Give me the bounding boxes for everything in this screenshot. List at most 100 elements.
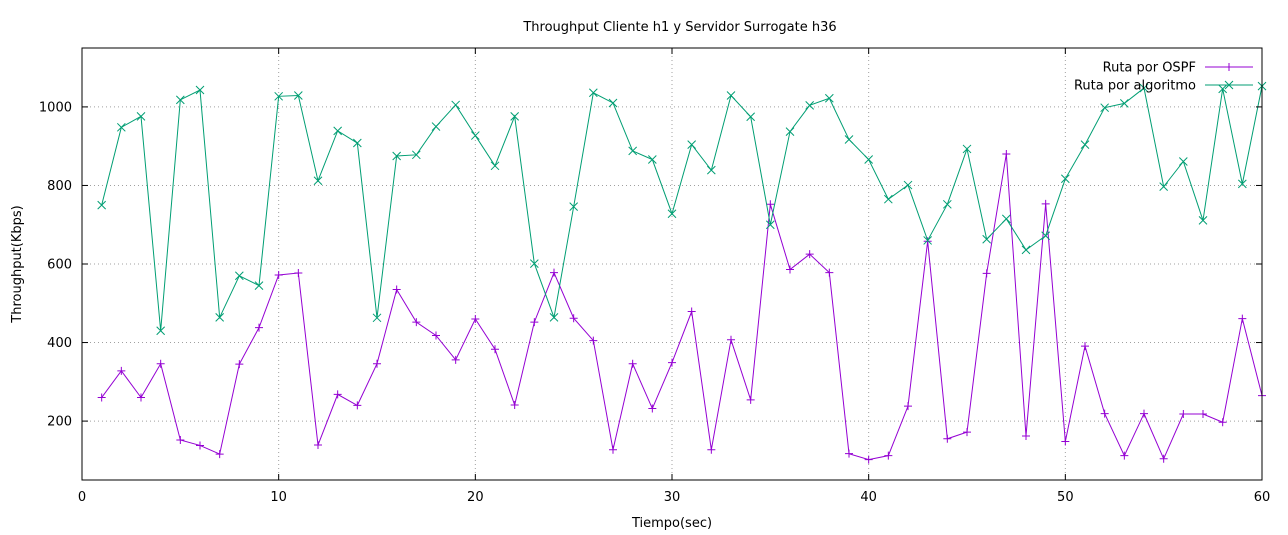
data-point [333,390,342,399]
x-tick-label: 40 [860,490,877,505]
data-point [176,435,185,444]
data-point [864,455,873,464]
y-tick-label: 400 [47,336,72,351]
data-point [175,95,185,105]
x-tick-label: 50 [1057,490,1074,505]
data-point [372,313,382,323]
x-tick-label: 30 [664,490,681,505]
data-point [274,91,284,101]
data-point [569,314,578,323]
data-point [254,281,264,290]
data-point [667,209,677,219]
data-point [1159,454,1168,463]
legend: Ruta por OSPF Ruta por algoritmo [1074,61,1253,94]
data-point [451,100,461,110]
data-point [1100,409,1109,418]
data-point [471,314,480,323]
data-point [549,313,559,322]
series-ruta-por-ospf [97,150,1266,464]
legend-label: Ruta por OSPF [1103,61,1196,76]
data-point [647,155,657,164]
data-point [805,100,815,110]
data-point [392,285,401,294]
data-point [707,445,716,454]
data-point [765,220,775,230]
data-point [116,122,126,132]
data-point [825,268,834,277]
data-point [1061,437,1070,446]
data-point [294,269,303,278]
y-tick-label: 200 [47,415,72,430]
x-axis-title: Tiempo(sec) [631,516,712,531]
data-point [962,144,972,154]
data-point [412,318,421,327]
data-point [687,307,696,316]
data-point [156,326,166,336]
data-point [97,393,106,402]
data-point [609,445,617,454]
data-point [432,331,440,340]
x-tick-label: 20 [467,490,484,505]
data-point [451,355,460,364]
x-tick-label: 10 [270,490,287,505]
data-point [864,155,874,164]
data-point [805,250,814,259]
data-point [352,138,362,148]
data-point [648,404,657,413]
data-point [373,359,381,368]
data-point [196,441,204,450]
data-point [569,202,579,212]
data-point [1218,84,1228,94]
data-point [883,194,893,204]
x-tick-label: 0 [78,490,86,505]
data-point [529,259,539,268]
y-tick-label: 800 [47,179,72,194]
data-point [234,271,244,281]
data-point [844,135,854,144]
data-point [1022,432,1030,441]
grid [82,48,1262,480]
data-point [608,98,618,108]
data-point [923,236,933,245]
data-point [1041,231,1051,241]
x-tick-label: 60 [1254,490,1271,505]
data-point [1238,314,1247,323]
series-line-ruta-por-algoritmo [101,85,1263,331]
data-point [255,323,263,332]
data-point [1178,157,1188,166]
data-point [470,131,480,140]
data-point [1218,418,1227,427]
data-point [1159,182,1169,191]
data-point [1041,199,1050,208]
y-axis-title: Throughput(Kbps) [10,205,25,323]
legend-marker [1224,80,1234,90]
data-point [727,335,735,344]
data-point [97,200,107,210]
data-point [313,176,323,186]
data-point [215,450,224,459]
data-point [982,269,991,278]
data-point [411,150,421,160]
data-point [942,199,952,209]
data-point [1081,342,1089,351]
y-tick-label: 600 [47,258,72,273]
data-point [510,400,519,409]
data-point [156,359,165,368]
data-point [510,111,520,121]
data-point [431,122,441,131]
data-point [628,146,638,156]
data-point [1199,410,1207,419]
data-point [293,91,303,100]
data-point [963,428,971,437]
data-point [766,200,775,209]
data-point [137,393,145,402]
data-point [903,180,913,190]
data-point [706,165,716,175]
data-point [530,318,539,327]
data-point [668,358,676,367]
y-tick-label: 1000 [39,100,72,115]
data-point [1080,140,1090,149]
data-point [824,93,834,103]
